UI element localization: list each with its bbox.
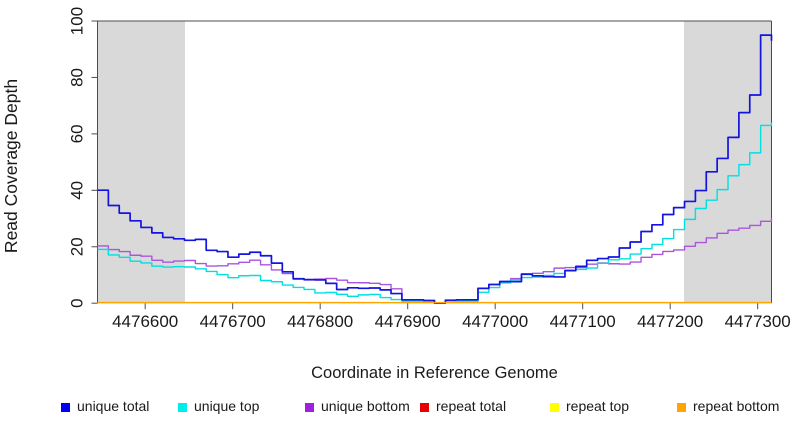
svg-text:repeat total: repeat total xyxy=(436,398,506,414)
svg-text:60: 60 xyxy=(68,124,87,143)
svg-text:4477100: 4477100 xyxy=(550,312,616,331)
svg-text:4476800: 4476800 xyxy=(287,312,353,331)
svg-text:4476900: 4476900 xyxy=(375,312,441,331)
svg-text:Read Coverage Depth: Read Coverage Depth xyxy=(1,79,21,253)
svg-text:unique bottom: unique bottom xyxy=(321,398,410,414)
svg-text:repeat top: repeat top xyxy=(566,398,629,414)
svg-text:unique total: unique total xyxy=(77,398,149,414)
svg-text:4476700: 4476700 xyxy=(200,312,266,331)
svg-text:100: 100 xyxy=(68,7,87,35)
svg-text:40: 40 xyxy=(68,181,87,200)
svg-text:4476600: 4476600 xyxy=(112,312,178,331)
svg-text:80: 80 xyxy=(68,68,87,87)
svg-text:20: 20 xyxy=(68,237,87,256)
svg-text:repeat bottom: repeat bottom xyxy=(693,398,779,414)
svg-text:Coordinate in Reference Genome: Coordinate in Reference Genome xyxy=(311,364,558,382)
svg-text:4477000: 4477000 xyxy=(462,312,528,331)
svg-text:4477200: 4477200 xyxy=(637,312,703,331)
svg-text:0: 0 xyxy=(68,298,87,307)
svg-text:unique top: unique top xyxy=(194,398,260,414)
svg-text:4477300: 4477300 xyxy=(725,312,791,331)
